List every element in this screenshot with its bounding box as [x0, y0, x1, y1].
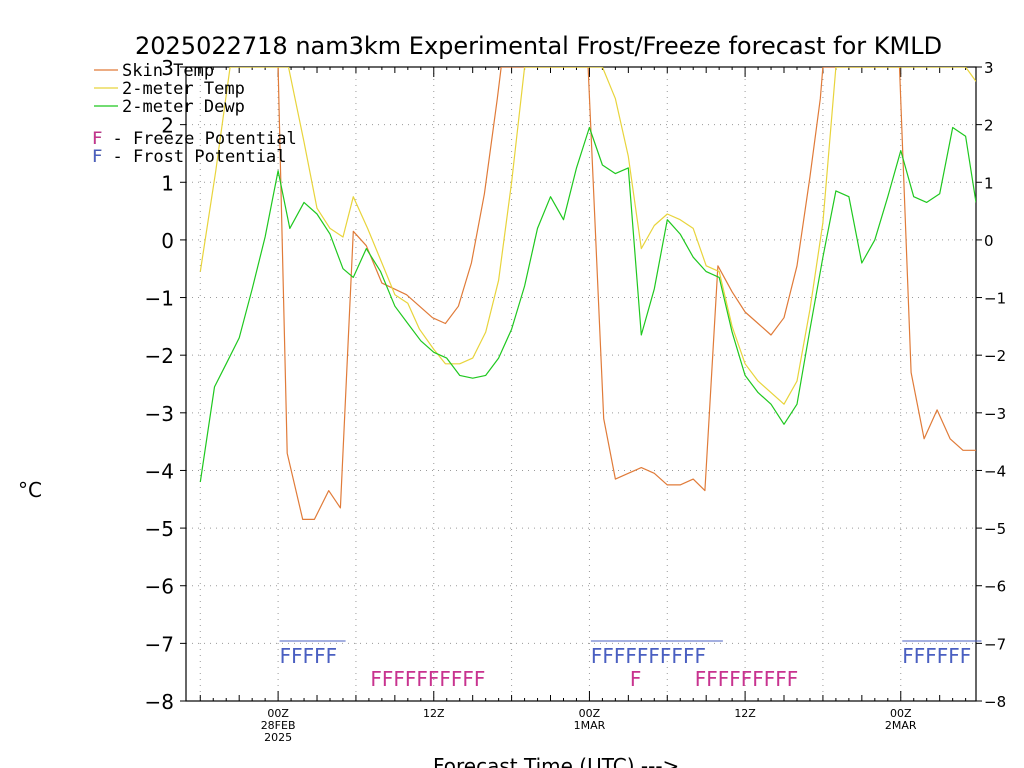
- legend-label-skin-temp: Skin Temp: [122, 61, 214, 81]
- chart-title: 2025022718 nam3km Experimental Frost/Fre…: [135, 32, 942, 60]
- legend-freeze-f-marker: F: [92, 129, 102, 149]
- y-axis-label: °C: [18, 478, 42, 502]
- y-tick-label-left: −3: [145, 402, 174, 426]
- x-tick-label: 12Z: [423, 707, 445, 720]
- y-tick-label-right: 3: [984, 59, 994, 77]
- frost-marker-group: FFFFFFFFFF: [591, 644, 706, 668]
- series-lines: [199, 67, 976, 521]
- frost-marker-group: FFFFF: [280, 644, 338, 668]
- legend-frost-f-marker: F: [92, 147, 102, 167]
- x-axis-label: Forecast Time (UTC) --->: [433, 754, 679, 768]
- legend-label-frost-potential: F - Frost Potential: [92, 147, 286, 167]
- series-line-2-meter-dewp: [199, 126, 976, 483]
- y-tick-label-right: −1: [984, 290, 1006, 308]
- freeze-marker-group: FFFFFFFFF: [695, 667, 799, 691]
- y-tick-label-right: −3: [984, 405, 1006, 423]
- y-tick-label-right: 2: [984, 117, 994, 135]
- legend-label-2m-dewp: 2-meter Dewp: [122, 97, 245, 117]
- y-tick-label-left: −4: [145, 459, 174, 483]
- grid-lines: [186, 67, 976, 701]
- y-tick-label-right: −4: [984, 462, 1006, 480]
- y-tick-label-left: 1: [161, 171, 174, 195]
- y-tick-label-left: −7: [145, 632, 174, 656]
- legend: Skin Temp 2-meter Temp 2-meter Dewp F - …: [92, 61, 297, 167]
- legend-label-freeze-potential: F - Freeze Potential: [92, 129, 297, 149]
- x-tick-label: 00Z: [267, 707, 289, 720]
- y-tick-label-left: 2: [161, 114, 174, 138]
- y-tick-label-left: −8: [145, 690, 174, 714]
- y-tick-label-right: −8: [984, 693, 1006, 711]
- y-tick-label-left: 3: [161, 56, 174, 80]
- series-line-skin-temp: [277, 67, 976, 521]
- series-line-2-meter-temp: [199, 67, 976, 405]
- x-tick-label: 2025: [264, 731, 292, 744]
- x-tick-label: 12Z: [734, 707, 756, 720]
- y-tick-label-right: −6: [984, 578, 1006, 596]
- plot-area-frame: [185, 66, 977, 702]
- x-tick-label: 28FEB: [261, 719, 296, 732]
- y-tick-label-left: −1: [145, 287, 174, 311]
- y-tick-label-right: −7: [984, 635, 1006, 653]
- y-tick-label-left: −6: [145, 575, 174, 599]
- y-tick-label-left: −5: [145, 517, 174, 541]
- y-tick-label-right: −2: [984, 347, 1006, 365]
- frost-marker-group: FFFFFF: [902, 644, 971, 668]
- y-tick-label-left: −2: [145, 344, 174, 368]
- x-tick-label: 00Z: [890, 707, 912, 720]
- x-tick-label: 2MAR: [885, 719, 917, 732]
- freeze-marker-group: FFFFFFFFFF: [370, 667, 485, 691]
- legend-label-2m-temp: 2-meter Temp: [122, 79, 245, 99]
- y-tick-label-right: −5: [984, 520, 1006, 538]
- y-tick-label-left: 0: [161, 229, 174, 253]
- y-tick-label-right: 1: [984, 174, 994, 192]
- freeze-marker-group: F: [630, 667, 642, 691]
- x-tick-label: 00Z: [579, 707, 601, 720]
- y-axis-ticks: −8 −8 −7 −7 −6 −6 −5 −5 −4 −4 −3 −3 −2 −2 −1 −1 0 0 1 1 2 2 3 3: [145, 56, 1007, 714]
- y-tick-label-right: 0: [984, 232, 994, 250]
- x-tick-label: 1MAR: [574, 719, 606, 732]
